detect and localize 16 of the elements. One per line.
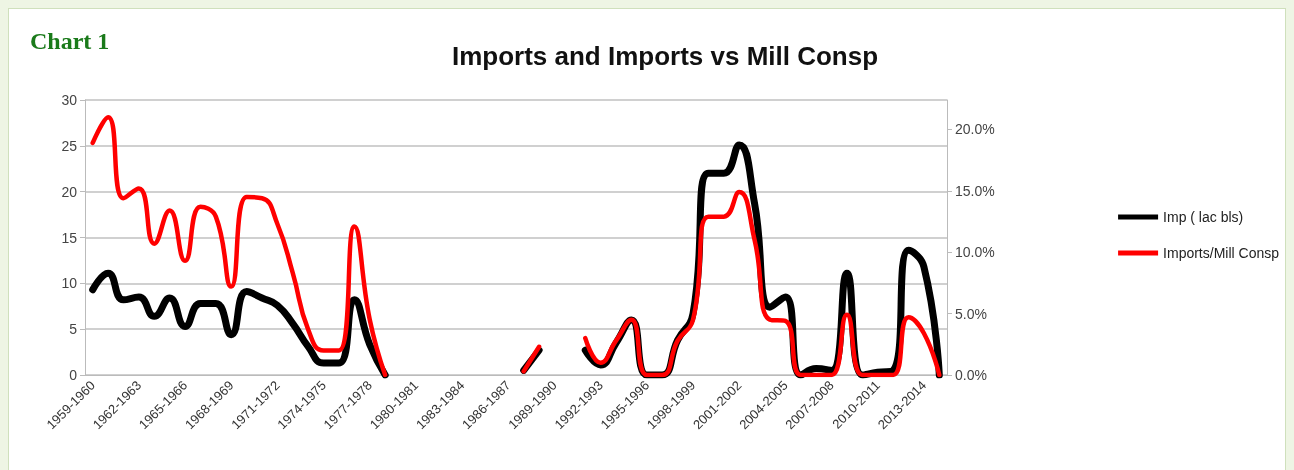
y-tick-label: 20 bbox=[61, 183, 78, 200]
caption: Chart 1 bbox=[30, 28, 110, 55]
y2-tick-label: 15.0% bbox=[955, 182, 995, 199]
y-tick-label: 15 bbox=[61, 229, 78, 246]
chart-title: Imports and Imports vs Mill Consp bbox=[451, 41, 879, 71]
y2-tick-label: 20.0% bbox=[955, 121, 995, 138]
y-tick-label: 0 bbox=[69, 367, 78, 383]
legend-label: Imp ( lac bls) bbox=[1163, 209, 1244, 225]
y2-tick-label: 10.0% bbox=[955, 244, 995, 261]
y-tick-label: 30 bbox=[61, 92, 78, 108]
y2-tick-label: 5.0% bbox=[955, 305, 987, 322]
y-tick-label: 5 bbox=[69, 321, 78, 338]
y2-tick-label: 0.0% bbox=[955, 367, 987, 383]
y-tick-label: 10 bbox=[61, 275, 78, 292]
legend-label: Imports/Mill Consp bbox=[1163, 245, 1280, 261]
y-tick-label: 25 bbox=[61, 137, 78, 154]
